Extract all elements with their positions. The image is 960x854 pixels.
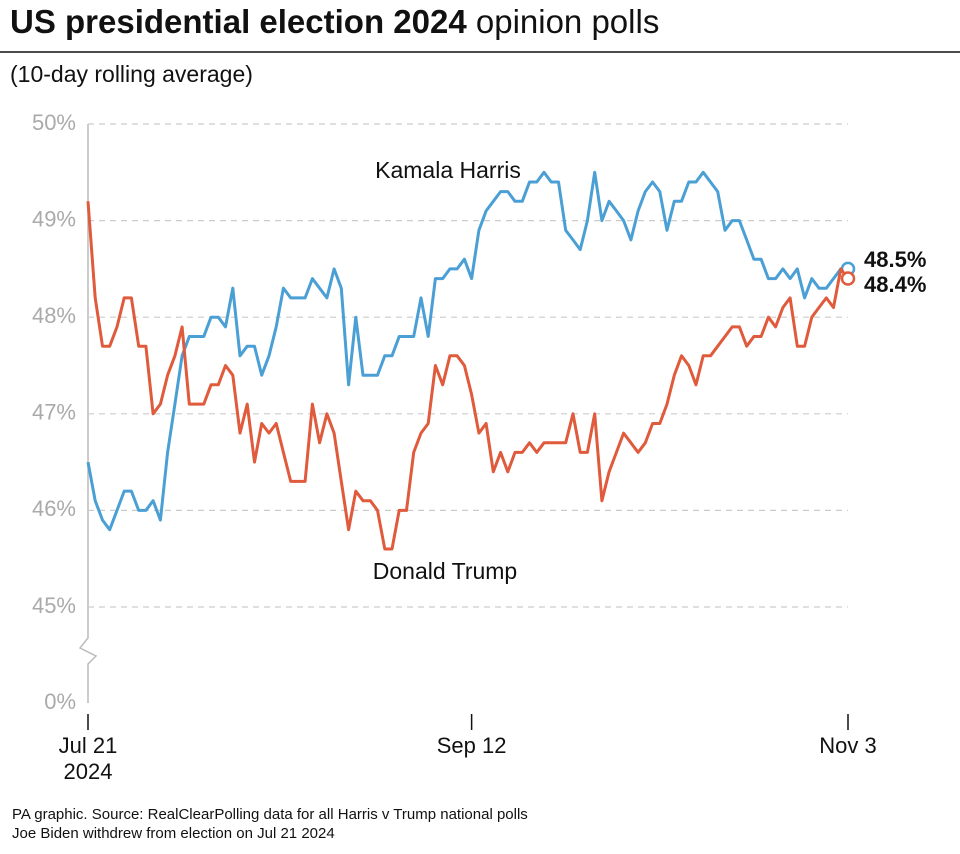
y-tick-label: 48% — [32, 303, 76, 328]
y-tick-label: 47% — [32, 400, 76, 425]
end-label: 48.5% — [864, 247, 926, 272]
y-tick-label: 46% — [32, 496, 76, 521]
series-label: Donald Trump — [373, 558, 517, 584]
series-line — [86, 201, 850, 551]
chart-title: US presidential election 2024 opinion po… — [10, 3, 659, 40]
y-tick-label: 50% — [32, 110, 76, 135]
x-tick-label: Sep 12 — [436, 733, 507, 758]
y-axis — [78, 124, 98, 703]
source: PA graphic. Source: RealClearPolling dat… — [12, 806, 528, 823]
note: Joe Biden withdrew from election on Jul … — [12, 825, 335, 842]
y-tick-label: 0% — [44, 689, 76, 714]
title-bold: US presidential election 2024 — [10, 3, 467, 40]
series-label: Kamala Harris — [375, 157, 521, 183]
title-light: opinion polls — [476, 3, 659, 40]
subtitle: (10-day rolling average) — [10, 61, 253, 87]
y-tick-label: 49% — [32, 206, 76, 231]
end-marker — [840, 271, 856, 286]
y-tick-label: 45% — [32, 593, 76, 618]
series-line — [86, 170, 848, 532]
end-label: 48.4% — [864, 272, 926, 297]
x-tick-label: Jul 21 2024 — [58, 733, 118, 784]
x-tick-label: Nov 3 — [819, 733, 877, 758]
